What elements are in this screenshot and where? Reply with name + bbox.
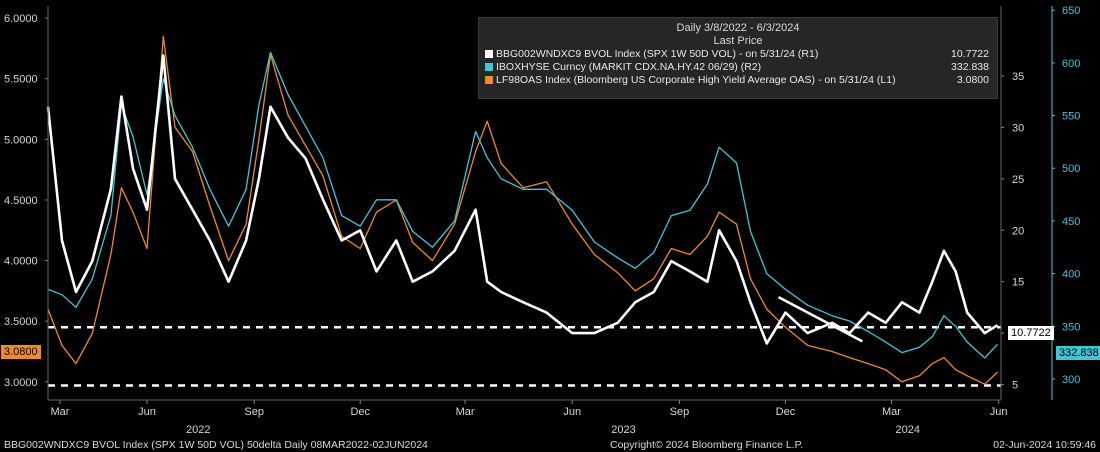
last-value-tag-right1: 10.7722	[1008, 326, 1054, 340]
right1-tick-label: 35	[1012, 71, 1024, 83]
legend-label: LF98OAS Index (Bloomberg US Corporate Hi…	[496, 74, 896, 86]
right2-tick-label: 450	[1062, 216, 1080, 228]
legend: Daily 3/8/2022 - 6/3/2024 Last Price BBG…	[478, 17, 998, 99]
left-tick-label: 5.0000	[4, 134, 38, 146]
right2-tick-label: 350	[1062, 321, 1080, 333]
right2-tick-label: 650	[1062, 5, 1080, 17]
trend-line	[777, 296, 863, 343]
x-tick-label: Jun	[990, 406, 1008, 418]
footer-copyright: Copyright© 2024 Bloomberg Finance L.P.	[610, 439, 804, 451]
right1-tick-label: 5	[1012, 380, 1018, 392]
x-year-label: 2022	[186, 424, 210, 436]
right2-tick-label: 600	[1062, 58, 1080, 70]
last-value-tag-left: 3.0800	[1, 345, 41, 359]
x-tick-label: Jun	[563, 406, 581, 418]
legend-value: 332.838	[951, 61, 989, 73]
right1-tick-label: 30	[1012, 122, 1024, 134]
x-tick-label: Mar	[51, 406, 70, 418]
footer-timestamp: 02-Jun-2024 10:59:46	[993, 439, 1096, 451]
x-tick-label: Mar	[456, 406, 475, 418]
legend-item-cdx: IBOXHYSE Curncy (MARKIT CDX.NA.HY.42 06/…	[479, 61, 997, 74]
x-tick-label: Sep	[244, 406, 264, 418]
right1-tick-label: 20	[1012, 225, 1024, 237]
legend-swatch-white	[485, 50, 493, 58]
right1-tick-label: 25	[1012, 174, 1024, 186]
left-tick-label: 6.0000	[4, 13, 38, 25]
legend-label: BBG002WNDXC9 BVOL Index (SPX 1W 50D VOL)…	[496, 48, 819, 60]
right2-tick-label: 550	[1062, 111, 1080, 123]
series-lines	[46, 35, 999, 385]
right1-tick-label: 15	[1012, 277, 1024, 289]
left-tick-label: 4.0000	[4, 256, 38, 268]
series-line-bvol	[46, 54, 999, 345]
x-year-label: 2023	[611, 424, 635, 436]
last-value-tag-right2: 332.838	[1056, 346, 1100, 360]
legend-subtitle: Last Price	[713, 35, 763, 47]
x-year-label: 2024	[896, 424, 920, 436]
series-line-oas	[47, 35, 998, 385]
x-tick-label: Mar	[882, 406, 901, 418]
left-axis: 3.0000 3.5000 4.0000 4.5000 5.0000 5.5000 6.00…	[4, 13, 48, 389]
x-tick-label: Dec	[776, 406, 796, 418]
right2-tick-label: 400	[1062, 269, 1080, 281]
left-tick-label: 4.5000	[4, 195, 38, 207]
left-tick-label: 3.0000	[4, 377, 38, 389]
right2-tick-label: 300	[1062, 374, 1080, 386]
x-tick-label: Dec	[350, 406, 370, 418]
x-tick-label: Jun	[138, 406, 156, 418]
legend-value: 10.7722	[951, 48, 989, 60]
reference-lines	[48, 326, 1001, 387]
legend-range: Daily 3/8/2022 - 6/3/2024	[676, 22, 800, 34]
right-axis-1: 5101520253035	[1001, 71, 1024, 392]
legend-value: 3.0800	[956, 74, 989, 86]
legend-swatch-orange	[485, 76, 493, 84]
legend-label: IBOXHYSE Curncy (MARKIT CDX.NA.HY.42 06/…	[496, 61, 762, 73]
footer-left: BBG002WNDXC9 BVOL Index (SPX 1W 50D VOL)…	[4, 439, 428, 451]
right2-tick-label: 500	[1062, 163, 1080, 175]
series-line-cdx	[47, 51, 998, 359]
right-axis-2: 300 350 400 450 500 550 600 650	[1052, 5, 1080, 386]
left-tick-label: 3.5000	[4, 316, 38, 328]
legend-item-bvol: BBG002WNDXC9 BVOL Index (SPX 1W 50D VOL)…	[479, 48, 997, 61]
left-tick-label: 5.5000	[4, 74, 38, 86]
legend-swatch-cyan	[485, 63, 493, 71]
x-tick-label: Sep	[670, 406, 690, 418]
legend-item-oas: LF98OAS Index (Bloomberg US Corporate Hi…	[479, 74, 997, 87]
x-axis: Mar Jun Sep Dec Mar Jun Sep Dec Mar Jun 2022 2023 20…	[51, 400, 1008, 436]
